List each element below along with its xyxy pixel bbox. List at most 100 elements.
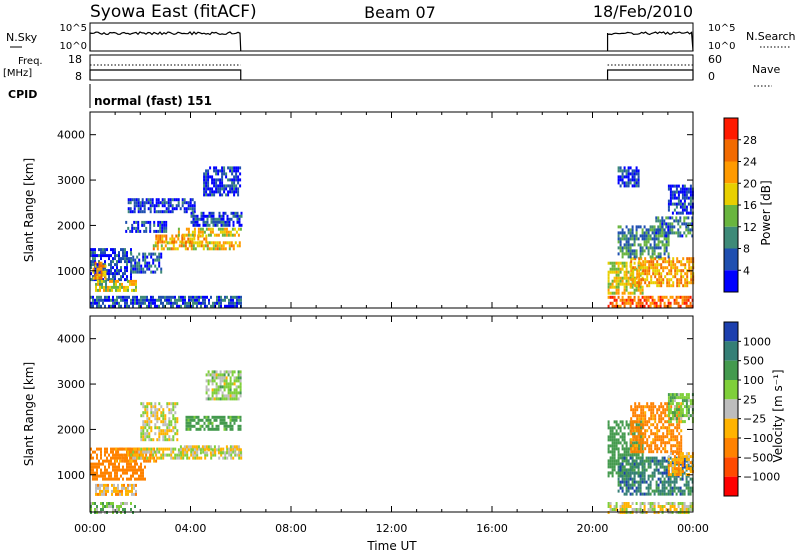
power-cell (633, 298, 636, 302)
velocity-cell (648, 444, 651, 448)
power-cell (100, 254, 102, 258)
velocity-cell (676, 444, 679, 448)
power-cell (650, 263, 653, 267)
power-cell (631, 228, 634, 232)
power-cell (681, 295, 684, 299)
power-cell (653, 246, 656, 250)
power-cell (224, 295, 226, 299)
power-cell (204, 244, 207, 248)
power-cell (129, 198, 132, 202)
power-cell (194, 220, 197, 224)
velocity-cell (102, 462, 104, 466)
velocity-cell (164, 432, 167, 436)
power-cell (641, 285, 644, 289)
velocity-cell (142, 414, 145, 418)
power-cell (203, 230, 206, 234)
velocity-cell (640, 411, 643, 415)
velocity-cell (98, 459, 100, 463)
power-cell (227, 178, 230, 182)
velocity-cell (685, 402, 688, 406)
power-cell (673, 225, 676, 229)
velocity-cell (638, 426, 641, 430)
power-cell (645, 231, 648, 235)
velocity-cell (631, 465, 634, 469)
power-cell (150, 252, 153, 256)
velocity-cell (233, 388, 236, 392)
velocity-cell (656, 423, 659, 427)
power-cell (157, 210, 160, 214)
power-cell (659, 255, 662, 259)
velocity-cell (673, 461, 676, 465)
velocity-cell (127, 447, 130, 451)
power-cell (155, 234, 158, 238)
power-cell (646, 260, 649, 264)
velocity-cell (625, 489, 628, 493)
power-cell (163, 210, 166, 214)
velocity-cell (211, 424, 214, 428)
power-cell (176, 298, 178, 302)
power-cell (655, 231, 658, 235)
velocity-cell (607, 450, 610, 454)
power-cell (683, 196, 686, 200)
power-cell (143, 229, 146, 233)
power-cell (623, 181, 626, 185)
velocity-cell (680, 441, 683, 445)
power-cell (632, 269, 635, 273)
velocity-cell (687, 480, 690, 484)
power-cell (188, 301, 190, 305)
velocity-cell (627, 468, 630, 472)
power-cell (144, 298, 146, 302)
colorbar-segment (724, 270, 738, 292)
power-cell (233, 227, 236, 231)
velocity-cell (648, 408, 651, 412)
velocity-cell (669, 393, 672, 397)
power-cell (689, 187, 692, 191)
power-cell (671, 225, 674, 229)
power-cell (645, 298, 648, 302)
power-cell (204, 220, 207, 224)
power-cell (166, 247, 169, 251)
velocity-cell (650, 405, 653, 409)
velocity-cell (197, 445, 200, 449)
power-cell (667, 205, 670, 209)
power-cell (661, 225, 664, 229)
velocity-cell (611, 459, 614, 463)
power-cell (170, 247, 173, 251)
colorbar-tick-label: −1000 (743, 471, 780, 484)
power-cell (107, 288, 109, 292)
velocity-cell (160, 420, 163, 424)
power-cell (223, 184, 226, 188)
velocity-cell (667, 470, 670, 474)
power-cell (102, 301, 104, 305)
power-cell (177, 237, 180, 241)
power-cell (165, 210, 168, 214)
power-cell (158, 255, 161, 259)
velocity-cell (625, 447, 628, 451)
velocity-cell (107, 483, 109, 487)
velocity-cell (140, 414, 143, 418)
power-cell (681, 205, 684, 209)
power-cell (92, 275, 94, 279)
velocity-cell (656, 411, 659, 415)
velocity-cell (685, 486, 688, 490)
power-cell (635, 228, 638, 232)
velocity-cell (237, 424, 240, 428)
power-cell (667, 216, 670, 220)
power-cell (185, 201, 188, 205)
power-cell (156, 247, 159, 251)
velocity-cell (678, 426, 681, 430)
velocity-cell (630, 420, 633, 424)
velocity-cell (192, 456, 195, 460)
velocity-cell (229, 382, 232, 386)
power-cell (621, 231, 624, 235)
power-cell (653, 252, 656, 256)
power-cell (137, 229, 140, 233)
power-cell (623, 282, 626, 286)
power-cell (633, 288, 636, 292)
nsearch-tick-top: 10^5 (708, 23, 735, 34)
power-cell (631, 184, 634, 188)
power-cell (627, 282, 630, 286)
velocity-cell (225, 421, 228, 425)
velocity-cell (121, 456, 124, 460)
velocity-cell (625, 508, 628, 511)
